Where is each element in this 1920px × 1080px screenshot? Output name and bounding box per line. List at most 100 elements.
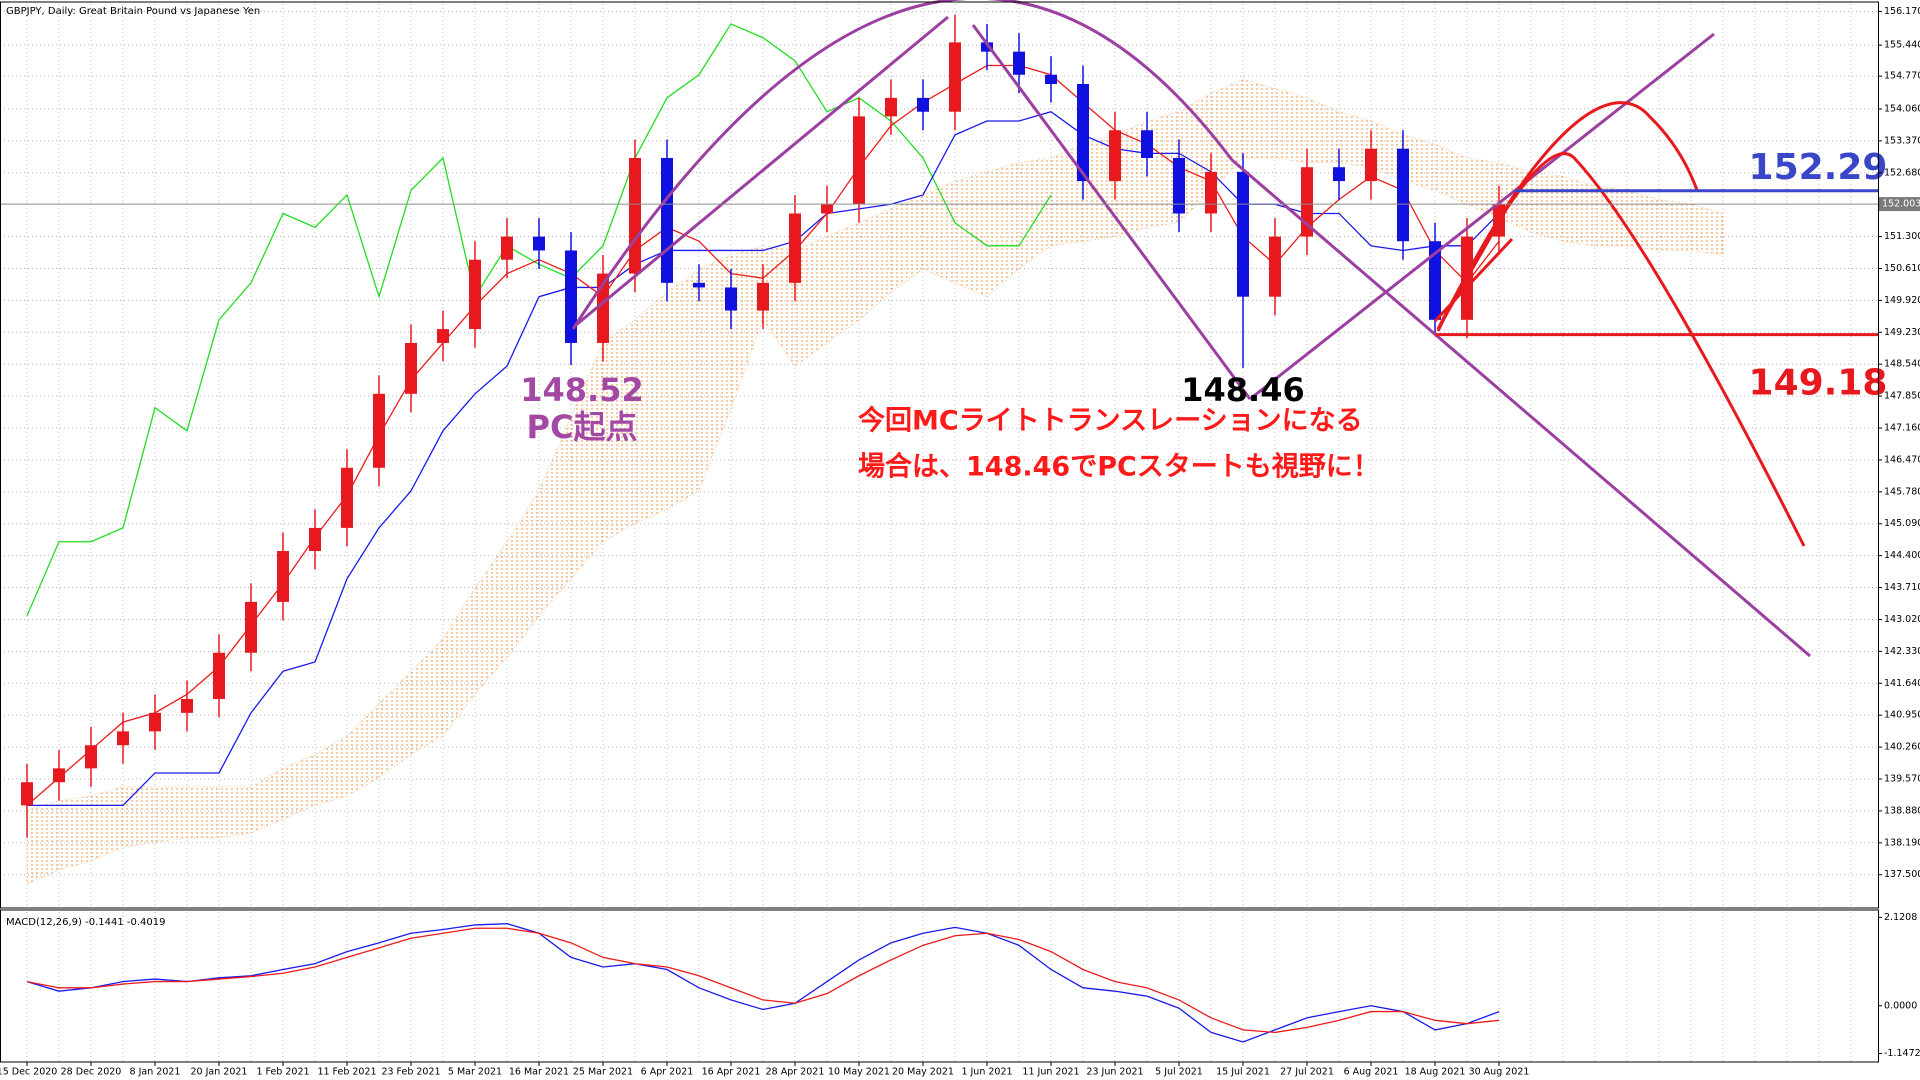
candle-body: [149, 712, 161, 732]
drawn-trendline: [1433, 237, 1514, 323]
y-tick-label: 147.160: [1884, 423, 1920, 434]
drawn-trendline: [1436, 193, 1517, 330]
y-tick-label: 151.300: [1884, 231, 1920, 242]
candle-body: [565, 250, 577, 343]
candle-body: [53, 768, 65, 783]
x-tick-label: 15 Dec 2020: [0, 1067, 57, 1078]
current-price-box: [1879, 197, 1920, 212]
candle-body: [245, 601, 257, 653]
candle-body: [501, 236, 513, 260]
candle-body: [277, 551, 289, 602]
drawn-trendline: [1231, 158, 1811, 658]
annotation: PC起点: [527, 408, 638, 446]
candle-body: [405, 342, 417, 394]
x-tick-label: 1 Feb 2021: [256, 1067, 309, 1078]
candle-body: [85, 745, 97, 769]
y-tick-label: 148.540: [1884, 359, 1920, 370]
current-price-label: 152.003: [1882, 199, 1920, 210]
candle-body: [437, 329, 449, 343]
candle-body: [533, 236, 545, 251]
y-tick-label: 155.440: [1884, 40, 1920, 51]
annotation: 148.52: [520, 371, 643, 409]
x-tick-label: 25 Mar 2021: [573, 1067, 633, 1078]
y-tick-label: 146.470: [1884, 454, 1920, 465]
x-tick-label: 28 Apr 2021: [766, 1067, 825, 1078]
x-tick-label: 11 Jun 2021: [1022, 1067, 1079, 1078]
y-tick-label: 145.090: [1884, 518, 1920, 529]
x-tick-label: 27 Jul 2021: [1280, 1067, 1334, 1078]
ichimoku-cloud: [26, 79, 1724, 885]
y-tick-label: 156.170: [1884, 6, 1920, 17]
y-tick-label: 143.710: [1884, 582, 1920, 593]
y-tick-label: 142.330: [1884, 646, 1920, 657]
candle-body: [309, 527, 321, 552]
level-label: 152.29: [1749, 147, 1888, 188]
y-tick-label: 152.680: [1884, 167, 1920, 178]
y-tick-label: 154.060: [1884, 103, 1920, 114]
x-tick-label: 28 Dec 2020: [61, 1067, 122, 1078]
x-tick-label: 1 Jun 2021: [961, 1067, 1012, 1078]
drawn-trendline: [575, 15, 949, 327]
candle-body: [1077, 83, 1089, 182]
candle-body: [917, 97, 929, 112]
macd-title: MACD(12,26,9) -0.1441 -0.4019: [6, 917, 166, 928]
candle-body: [789, 213, 801, 283]
level-label: 149.18: [1749, 363, 1888, 404]
y-tick-label: 149.920: [1884, 295, 1920, 306]
annotation: 148.46: [1181, 371, 1304, 409]
x-tick-label: 15 Jul 2021: [1216, 1067, 1270, 1078]
annotation: 場合は、148.46でPCスタートも視野に！: [858, 451, 1380, 483]
annotation: 今回MCライトトランスレーションになる: [858, 405, 1363, 437]
x-tick-label: 5 Jul 2021: [1155, 1067, 1203, 1078]
y-tick-label: 149.230: [1884, 327, 1920, 338]
macd-line: [26, 923, 1500, 1043]
candle-body: [213, 652, 225, 699]
x-tick-label: 16 Apr 2021: [702, 1067, 761, 1078]
y-tick-label: 137.500: [1884, 869, 1920, 880]
candle-body: [1237, 171, 1249, 297]
macd-line: [26, 927, 1500, 1034]
y-tick-label: 145.780: [1884, 486, 1920, 497]
y-tick-label: 150.610: [1884, 263, 1920, 274]
candle-body: [181, 698, 193, 713]
x-tick-label: 11 Feb 2021: [317, 1067, 376, 1078]
candle-body: [981, 42, 993, 52]
x-tick-label: 6 Apr 2021: [641, 1067, 694, 1078]
candle-body: [341, 467, 353, 528]
y-tick-label: 139.570: [1884, 773, 1920, 784]
candle-body: [1365, 148, 1377, 182]
x-tick-label: 23 Jun 2021: [1086, 1067, 1143, 1078]
candle-body: [821, 204, 833, 214]
candle-body: [1173, 157, 1185, 214]
candle-body: [469, 259, 481, 330]
candle-body: [661, 157, 673, 283]
panel-frame: [0, 1, 1879, 909]
candle-body: [1333, 167, 1345, 182]
candle-body: [949, 42, 961, 112]
y-tick-label: 147.850: [1884, 391, 1920, 402]
candle-body: [373, 393, 385, 468]
candle-body: [693, 282, 705, 288]
x-tick-label: 8 Jan 2021: [130, 1067, 181, 1078]
candle-body: [1397, 148, 1409, 242]
candle-body: [885, 97, 897, 117]
x-tick-label: 6 Aug 2021: [1344, 1067, 1399, 1078]
y-tick-label: 140.260: [1884, 742, 1920, 753]
candle-body: [117, 731, 129, 746]
chart-title: GBPJPY, Daily: Great Britain Pound vs Ja…: [6, 6, 260, 17]
x-tick-label: 20 May 2021: [892, 1067, 954, 1078]
y-tick-label: 0.0000: [1884, 1000, 1917, 1011]
candle-body: [1109, 130, 1121, 182]
y-tick-label: 143.020: [1884, 614, 1920, 625]
drawn-trendline: [1249, 32, 1715, 401]
candle-body: [1429, 241, 1441, 320]
drawn-trendline: [971, 24, 1252, 400]
y-tick-label: 144.400: [1884, 550, 1920, 561]
candle-body: [1141, 130, 1153, 158]
candle-body: [1013, 51, 1025, 75]
y-tick-label: 140.950: [1884, 710, 1920, 721]
x-tick-label: 23 Feb 2021: [381, 1067, 440, 1078]
y-tick-label: 154.770: [1884, 71, 1920, 82]
